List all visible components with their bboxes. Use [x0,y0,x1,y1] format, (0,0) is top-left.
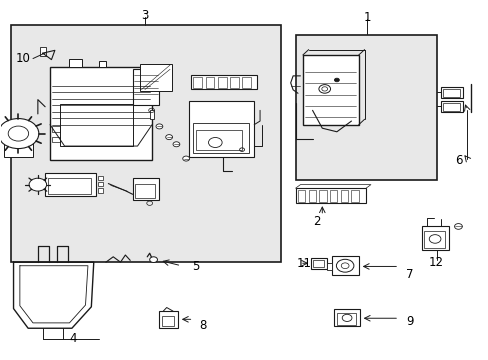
Bar [310,258,326,269]
Text: 12: 12 [428,256,443,269]
Bar [52,137,60,143]
Circle shape [149,257,157,262]
Bar [331,256,358,275]
Bar [442,103,459,111]
Bar [135,184,154,198]
Text: 3: 3 [141,9,148,22]
Bar [308,190,315,202]
Text: 4: 4 [69,333,77,346]
Bar [11,24,281,262]
Bar [442,89,459,97]
Text: 10: 10 [16,52,31,65]
Bar [312,260,323,267]
Circle shape [156,124,163,129]
Bar [319,190,326,202]
Bar [47,178,91,194]
Bar [50,67,152,160]
Bar [193,123,249,153]
Text: 5: 5 [192,260,199,273]
Circle shape [183,156,189,161]
Circle shape [173,142,180,147]
Bar [188,102,254,157]
Bar [52,126,60,132]
Bar [441,87,462,98]
Bar [302,55,358,125]
Text: 8: 8 [199,319,206,332]
Bar [132,69,159,105]
Circle shape [0,118,39,149]
Bar [132,178,159,200]
Bar [60,104,132,146]
Circle shape [334,78,339,82]
Bar [205,77,214,88]
Bar [98,188,103,193]
Bar [295,188,366,203]
Circle shape [336,259,353,272]
Bar [162,316,174,327]
Bar [336,313,356,325]
Bar [334,309,359,327]
Bar [297,190,305,202]
Text: 6: 6 [454,154,461,167]
Bar [441,101,462,112]
Bar [98,182,103,186]
Bar [69,59,81,67]
Bar [421,226,448,249]
Circle shape [29,178,46,191]
Bar [351,190,358,202]
Bar [191,75,256,89]
Bar [295,35,436,180]
Bar [329,190,337,202]
Text: 9: 9 [405,315,413,328]
Text: 7: 7 [405,268,413,281]
Bar [140,64,171,91]
Text: 1: 1 [363,11,370,24]
Circle shape [318,85,330,93]
Text: 2: 2 [312,215,320,228]
Bar [242,77,250,88]
Bar [193,77,202,88]
Bar [40,47,46,56]
Bar [99,61,106,67]
Bar [229,77,238,88]
Bar [4,139,33,157]
Bar [340,190,347,202]
Bar [217,77,226,88]
Bar [326,263,331,270]
Bar [424,231,444,248]
Bar [149,111,153,119]
Bar [45,173,96,196]
Circle shape [165,135,172,140]
Circle shape [454,224,461,229]
Bar [159,311,178,328]
Bar [98,176,103,180]
Text: 11: 11 [296,257,311,270]
Bar [196,130,242,150]
